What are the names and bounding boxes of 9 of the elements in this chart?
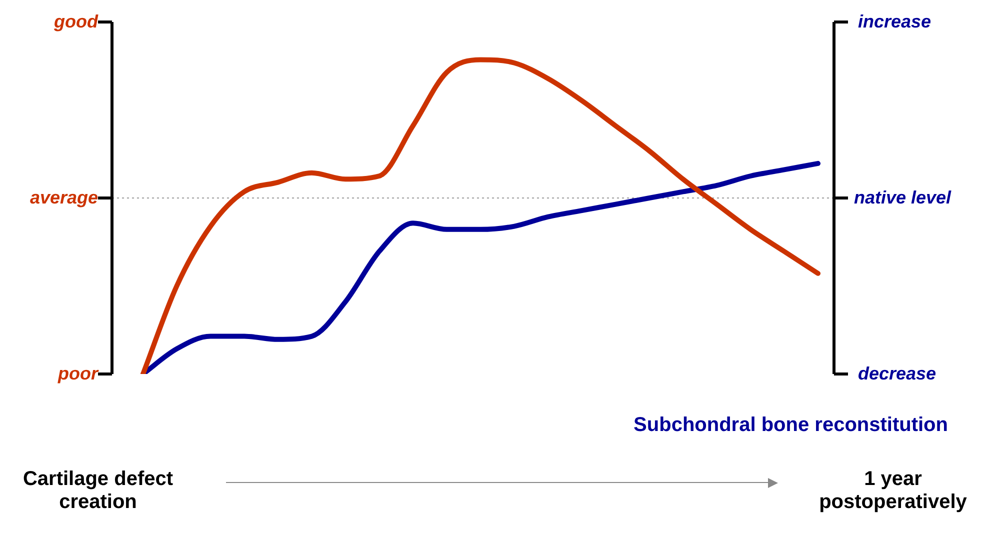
text: poor (58, 364, 98, 384)
ref-line-label: average (30, 188, 98, 208)
text: native level (854, 188, 952, 208)
text: decrease (858, 364, 936, 384)
text: Subchondral bone reconstitution (634, 414, 948, 437)
text: 1 year postoperatively (818, 468, 968, 514)
text: good (54, 12, 98, 32)
text: increase (858, 12, 932, 32)
text: Cartilage defect creation (22, 468, 174, 514)
